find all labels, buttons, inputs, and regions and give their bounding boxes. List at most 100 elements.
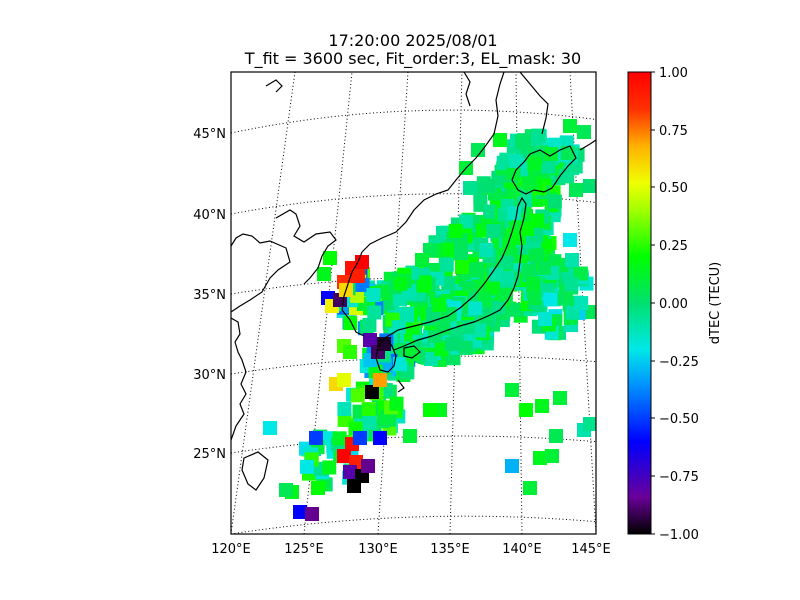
dtec-cell: [365, 385, 379, 399]
dtec-cell: [577, 125, 591, 139]
dtec-cell: [444, 336, 459, 351]
dtec-cell: [583, 417, 596, 431]
dtec-cell: [563, 233, 577, 247]
dtec-cell: [470, 261, 485, 276]
lon-tick-labels: 120°E 125°E 130°E 135°E 140°E 145°E: [211, 542, 611, 557]
dtec-cell: [362, 317, 377, 332]
dtec-cell: [347, 479, 361, 493]
dtec-cell: [491, 300, 506, 315]
dtec-cell: [518, 193, 533, 208]
lat-tick-label: 45°N: [193, 127, 226, 142]
colorbar-tick-label: 0.00: [659, 297, 688, 312]
dtec-cell: [393, 357, 408, 372]
dtec-cell: [373, 431, 387, 445]
dtec-cell: [507, 206, 522, 221]
dtec-cell: [460, 320, 475, 335]
dtec-cell: [509, 154, 524, 169]
dtec-cell: [279, 483, 293, 497]
dtec-cell: [337, 449, 351, 463]
colorbar-tick-label: 0.75: [659, 124, 688, 139]
dtec-cell: [458, 340, 473, 355]
dtec-cell: [481, 179, 495, 193]
colorbar-tick-label: −0.50: [659, 412, 699, 427]
dtec-cell: [353, 431, 367, 445]
dtec-cell: [350, 388, 365, 403]
dtec-cell: [317, 267, 331, 281]
dtec-cell: [423, 403, 437, 417]
lon-tick-label: 130°E: [358, 542, 398, 557]
dtec-cell: [468, 301, 483, 316]
dtec-cell: [544, 147, 559, 162]
dtec-cell: [533, 451, 547, 465]
dtec-cell: [299, 459, 314, 474]
dtec-cell: [432, 297, 447, 312]
colorbar-tick-label: −1.00: [659, 528, 699, 543]
dtec-cell: [565, 253, 579, 267]
dtec-cell: [343, 316, 358, 331]
colorbar-tick-label: 0.50: [659, 181, 688, 196]
dtec-cell: [343, 465, 357, 479]
dtec-cell: [483, 204, 498, 219]
dtec-cell: [499, 270, 514, 285]
dtec-cell: [440, 242, 455, 257]
colorbar-gradient: [627, 71, 652, 535]
dtec-cells: [263, 119, 596, 521]
dtec-cell: [463, 181, 477, 195]
dtec-cell: [415, 253, 429, 267]
dtec-cell: [361, 459, 375, 473]
lat-tick-labels: 25°N 30°N 35°N 40°N 45°N: [193, 127, 226, 462]
dtec-cell: [560, 145, 575, 160]
dtec-cell: [543, 292, 558, 307]
lon-tick-label: 120°E: [211, 542, 251, 557]
dtec-cell: [489, 267, 504, 282]
dtec-cell: [564, 277, 579, 292]
dtec-cell: [472, 323, 487, 338]
colorbar-tick-label: 1.00: [659, 66, 688, 81]
dtec-cell: [505, 459, 519, 473]
dtec-cell: [434, 342, 449, 357]
dtec-cell: [537, 261, 551, 275]
lon-tick-label: 135°E: [430, 542, 470, 557]
dtec-cell: [471, 143, 485, 157]
lat-tick-label: 25°N: [193, 447, 226, 462]
colorbar-tick-label: −0.75: [659, 470, 699, 485]
dtec-cell: [337, 412, 352, 427]
colorbar-tick-label: 0.25: [659, 239, 688, 254]
colorbar-tick-label: −0.25: [659, 355, 699, 370]
dtec-cell: [522, 176, 537, 191]
dtec-cell: [538, 312, 553, 327]
coastlines: [231, 72, 596, 491]
title-line-1: 17:20:00 2025/08/01: [328, 31, 497, 50]
dtec-cell: [526, 277, 541, 292]
dtec-cell: [363, 333, 377, 347]
colorbar-ticks: [651, 71, 655, 535]
dtec-cell: [343, 345, 357, 359]
dtec-cell: [393, 276, 408, 291]
dtec-cell: [351, 269, 365, 283]
dtec-cell: [530, 247, 545, 262]
dtec-cell: [509, 302, 524, 317]
dtec-cell: [323, 251, 337, 265]
dtec-cell: [441, 276, 456, 291]
dtec-cell: [583, 179, 596, 193]
dtec-cell: [521, 264, 536, 279]
lon-tick-label: 145°E: [571, 542, 611, 557]
dtec-cell: [439, 257, 454, 272]
dtec-cell: [493, 133, 507, 147]
dtec-cell: [553, 391, 567, 405]
lat-tick-label: 30°N: [193, 368, 226, 383]
dtec-cell: [517, 133, 532, 148]
dtec-cell: [569, 183, 583, 197]
dtec-cell: [479, 242, 494, 257]
lon-tick-label: 125°E: [284, 542, 324, 557]
colorbar-label: dTEC (TECU): [708, 262, 723, 345]
dtec-cell: [574, 296, 589, 311]
dtec-cell: [337, 402, 352, 417]
lon-tick-label: 140°E: [502, 542, 542, 557]
dtec-cell: [263, 421, 277, 435]
dtec-cell: [499, 255, 514, 270]
dtec-cell: [485, 281, 500, 296]
dtec-cell: [355, 255, 369, 269]
dtec-cell: [454, 260, 469, 275]
